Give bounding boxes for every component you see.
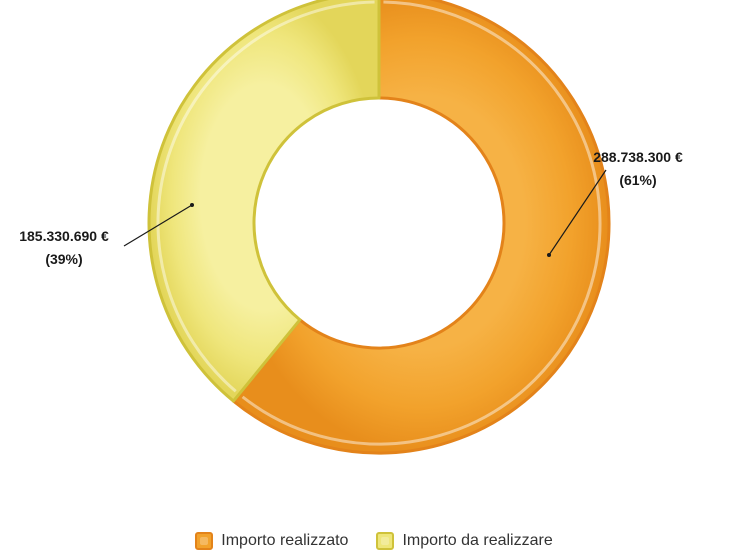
legend-label-realizzato: Importo realizzato	[221, 532, 349, 549]
data-labels: 288.738.300 € (61%) 185.330.690 € (39%)	[19, 149, 683, 267]
legend: Importo realizzato Importo da realizzare	[0, 528, 748, 554]
slice-importo-da-realizzare-highlight	[156, 0, 375, 393]
slice-importo-realizzato[interactable]	[231, 0, 611, 455]
donut-slices	[147, 0, 611, 455]
legend-item-realizzato[interactable]: Importo realizzato	[195, 532, 348, 550]
value-label-da-realizzare: 185.330.690 €	[19, 228, 109, 244]
legend-item-da-realizzare[interactable]: Importo da realizzare	[376, 532, 553, 550]
legend-swatch-realizzato	[195, 532, 214, 550]
percent-label-realizzato: (61%)	[619, 172, 656, 188]
legend-swatch-da-realizzare	[376, 532, 395, 550]
slice-importo-da-realizzare[interactable]	[147, 0, 381, 403]
value-label-realizzato: 288.738.300 €	[593, 149, 683, 165]
slice-importo-realizzato-highlight	[241, 0, 602, 446]
legend-label-da-realizzare: Importo da realizzare	[402, 532, 553, 549]
leader-dot-da-realizzare	[190, 203, 194, 207]
percent-label-da-realizzare: (39%)	[45, 251, 82, 267]
leader-line-da-realizzare	[123, 204, 193, 247]
leader-dot-realizzato	[547, 253, 551, 257]
leader-line-realizzato	[548, 169, 607, 256]
